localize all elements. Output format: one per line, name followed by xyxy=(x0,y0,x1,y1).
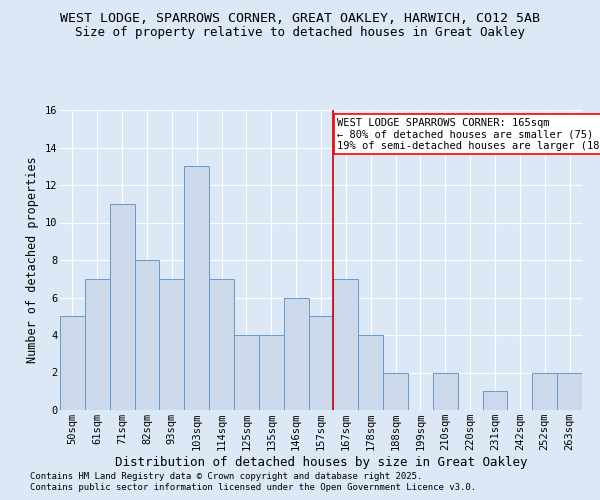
Bar xyxy=(334,279,358,410)
Bar xyxy=(134,260,160,410)
Bar xyxy=(284,298,308,410)
Bar xyxy=(234,335,259,410)
Text: WEST LODGE, SPARROWS CORNER, GREAT OAKLEY, HARWICH, CO12 5AB: WEST LODGE, SPARROWS CORNER, GREAT OAKLE… xyxy=(60,12,540,26)
Bar xyxy=(308,316,334,410)
Bar xyxy=(184,166,209,410)
Bar xyxy=(209,279,234,410)
Bar xyxy=(110,204,134,410)
Bar xyxy=(532,372,557,410)
Bar xyxy=(85,279,110,410)
Bar xyxy=(259,335,284,410)
Text: Contains public sector information licensed under the Open Government Licence v3: Contains public sector information licen… xyxy=(30,484,476,492)
Bar xyxy=(482,391,508,410)
Text: Size of property relative to detached houses in Great Oakley: Size of property relative to detached ho… xyxy=(75,26,525,39)
Text: WEST LODGE SPARROWS CORNER: 165sqm
← 80% of detached houses are smaller (75)
19%: WEST LODGE SPARROWS CORNER: 165sqm ← 80%… xyxy=(337,118,600,150)
Bar xyxy=(160,279,184,410)
Text: Contains HM Land Registry data © Crown copyright and database right 2025.: Contains HM Land Registry data © Crown c… xyxy=(30,472,422,481)
X-axis label: Distribution of detached houses by size in Great Oakley: Distribution of detached houses by size … xyxy=(115,456,527,469)
Bar xyxy=(557,372,582,410)
Y-axis label: Number of detached properties: Number of detached properties xyxy=(26,156,39,364)
Bar xyxy=(383,372,408,410)
Bar xyxy=(433,372,458,410)
Bar xyxy=(60,316,85,410)
Bar xyxy=(358,335,383,410)
